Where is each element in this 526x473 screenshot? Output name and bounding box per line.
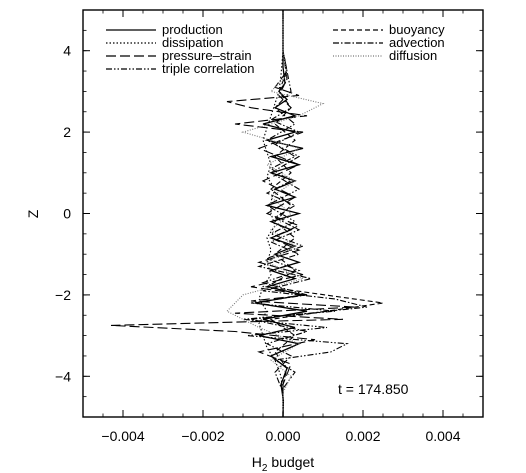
series-line-2 [258, 10, 284, 417]
x-axis: −0.004 −0.002 0.000 0.002 0.004 [82, 10, 484, 444]
legend-label-3: pressure–strain [162, 48, 252, 63]
y-tick-label: −2 [55, 287, 71, 303]
series-line-4 [242, 10, 349, 417]
legend-label-4: triple correlation [162, 61, 255, 76]
x-tick-label: 0.000 [265, 428, 300, 444]
legend-label-7: diffusion [389, 48, 437, 63]
y-tick-label: 0 [63, 206, 71, 222]
x-tick-label: −0.002 [181, 428, 224, 444]
legend-label-2: dissipation [162, 35, 223, 50]
y-tick-label: 2 [63, 124, 71, 140]
series-line-5 [265, 10, 384, 417]
legend-label-6: advection [389, 35, 445, 50]
x-tick-label: −0.004 [101, 428, 144, 444]
x-axis-label: H2 budget [252, 454, 315, 473]
legend: productiondissipationpressure–straintrip… [106, 22, 445, 76]
series-line-3 [110, 10, 356, 417]
y-axis-label: Z [25, 209, 41, 218]
series-layer [110, 10, 384, 417]
x-tick-label: 0.004 [425, 428, 460, 444]
y-axis: −4 −2 0 2 4 [55, 9, 483, 418]
y-tick-label: −4 [55, 368, 71, 384]
x-tick-label: 0.002 [345, 428, 380, 444]
series-line-7 [226, 10, 325, 417]
y-tick-label: 4 [63, 43, 71, 59]
legend-label-1: production [162, 22, 223, 37]
series-line-6 [250, 10, 368, 417]
legend-label-5: buoyancy [389, 22, 445, 37]
time-annotation: t = 174.850 [338, 381, 409, 397]
